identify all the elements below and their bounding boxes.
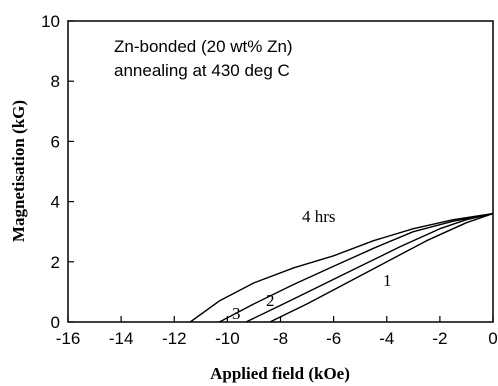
curve-label-1: 1	[383, 271, 392, 290]
x-tick-label: -4	[379, 329, 394, 348]
series-line-1	[269, 212, 494, 323]
annotation-line-1: Zn-bonded (20 wt% Zn)	[114, 37, 293, 56]
y-tick-label: 6	[51, 132, 60, 151]
x-tick-label: -6	[326, 329, 341, 348]
y-tick-label: 2	[51, 253, 60, 272]
series-line-4	[189, 212, 494, 323]
y-tick-label: 0	[51, 313, 60, 332]
y-axis: 0 2 4 6 8 10	[41, 12, 74, 332]
x-tick-label: -16	[56, 329, 81, 348]
x-tick-label: 0	[488, 329, 497, 348]
y-axis-title: Magnetisation (kG)	[9, 100, 28, 242]
x-tick-label: -8	[273, 329, 288, 348]
x-axis-title: Applied field (kOe)	[210, 364, 350, 383]
x-tick-label: -10	[215, 329, 240, 348]
curve-label-2: 2	[266, 291, 275, 310]
x-tick-label: -2	[432, 329, 447, 348]
series-line-2	[245, 212, 494, 323]
curve-label-3: 3	[232, 304, 241, 323]
curve-label-4-hrs: 4 hrs	[302, 207, 336, 226]
x-tick-label: -14	[109, 329, 134, 348]
y-tick-label: 4	[51, 193, 60, 212]
series-line-3	[219, 212, 494, 323]
annotation-line-2: annealing at 430 deg C	[114, 61, 290, 80]
x-tick-label: -12	[162, 329, 187, 348]
series-group	[189, 212, 494, 323]
x-axis: -16 -14 -12 -10 -8 -6 -4 -2 0	[56, 316, 498, 348]
y-tick-label: 10	[41, 12, 60, 31]
y-tick-label: 8	[51, 72, 60, 91]
